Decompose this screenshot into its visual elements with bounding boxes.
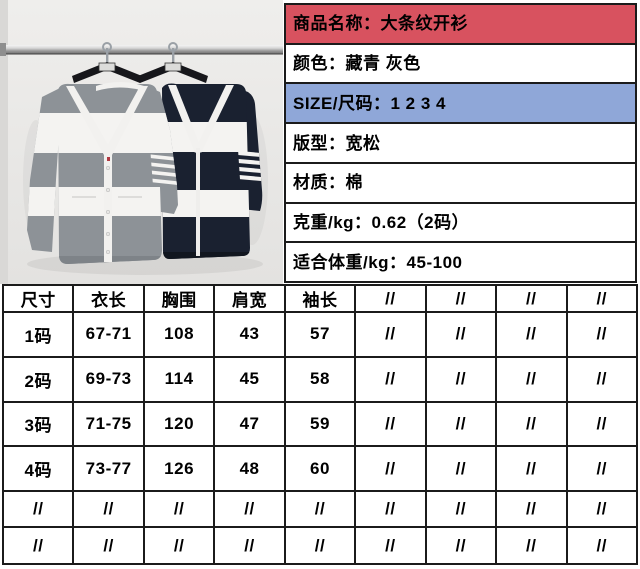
size-table-cell: 71-75: [72, 400, 145, 448]
size-table-header-row: 尺寸 衣长 胸围 肩宽 袖长////////: [1, 284, 638, 313]
size-table-cell: //: [495, 355, 568, 403]
size-table-cell: //: [495, 526, 568, 565]
size-table-header-cell: //: [495, 284, 568, 313]
size-table-cell: 45: [213, 355, 286, 403]
info-row-fit: 版型：宽松: [284, 122, 637, 164]
size-table-cell: //: [424, 526, 498, 565]
size-table-row: //////////////////: [1, 489, 638, 529]
size-table-cell: //: [424, 445, 498, 492]
navy-cardigan: [162, 83, 263, 259]
info-text-size: SIZE/尺码：1 2 3 4: [293, 93, 446, 113]
info-row-material: 材质：棉: [284, 161, 637, 204]
size-table-header-cell: 肩宽: [213, 284, 286, 313]
size-table-cell: //: [565, 311, 638, 358]
info-row-size: SIZE/尺码：1 2 3 4: [284, 82, 637, 125]
right-hanger: [138, 42, 208, 83]
size-table-cell: //: [72, 526, 145, 565]
size-table-cell: 73-77: [72, 445, 145, 492]
size-table-header-cell: 尺寸: [1, 284, 75, 313]
size-table-cell: 1码: [1, 311, 75, 358]
red-thread-detail: [107, 157, 110, 161]
size-table-cell: //: [142, 526, 216, 565]
size-table-cell: //: [354, 400, 427, 448]
size-table-cell: //: [283, 526, 357, 565]
size-table-header-cell: 袖长: [283, 284, 357, 313]
size-table-cell: 59: [283, 400, 357, 448]
size-table-cell: 57: [283, 311, 357, 358]
size-table-cell: 4码: [1, 445, 75, 492]
size-table-cell: 126: [142, 445, 216, 492]
size-table-cell: //: [565, 400, 638, 448]
size-table-cell: 108: [142, 311, 216, 358]
size-table-cell: //: [213, 489, 286, 529]
size-table-cell: 43: [213, 311, 286, 358]
size-table-cell: //: [142, 489, 216, 529]
size-table-cell: 67-71: [72, 311, 145, 358]
size-table-row: 2码 69-73 114 45 58////////: [1, 355, 638, 403]
info-row-color: 颜色：藏青 灰色: [284, 42, 637, 85]
left-hanger: [72, 42, 142, 83]
clothes-rail: [0, 43, 283, 56]
size-table-cell: 120: [142, 400, 216, 448]
size-table-cell: //: [565, 489, 638, 529]
size-table-header-cell: //: [424, 284, 498, 313]
size-table-row: 3码 71-75 120 47 59////////: [1, 400, 638, 448]
size-table-cell: //: [495, 400, 568, 448]
size-table-cell: //: [424, 311, 498, 358]
info-text-color: 颜色：藏青 灰色: [293, 54, 421, 74]
size-table: 尺寸 衣长 胸围 肩宽 袖长//////// 1码 67-71 108 43 57///////…: [1, 284, 638, 565]
product-photo: [0, 0, 283, 284]
info-row-suitable-weight: 适合体重/kg：45-100: [284, 241, 637, 284]
size-table-cell: //: [424, 355, 498, 403]
size-table-cell: //: [424, 400, 498, 448]
size-table-cell: //: [495, 311, 568, 358]
info-row-product-name: 商品名称：大条纹开衫: [284, 3, 637, 45]
size-table-header-cell: 胸围: [142, 284, 216, 313]
gray-cardigan: [27, 82, 178, 264]
size-table-cell: //: [1, 526, 75, 565]
info-text-fit: 版型：宽松: [293, 133, 381, 153]
info-text-material: 材质：棉: [293, 173, 363, 193]
size-table-cell: //: [283, 489, 357, 529]
size-table-header-cell: //: [354, 284, 427, 313]
size-table-row: //////////////////: [1, 526, 638, 565]
size-table-cell: //: [354, 526, 427, 565]
size-table-cell: 3码: [1, 400, 75, 448]
size-table-cell: 2码: [1, 355, 75, 403]
size-table-cell: 69-73: [72, 355, 145, 403]
size-table-cell: //: [354, 445, 427, 492]
size-table-cell: //: [213, 526, 286, 565]
info-text-product-name: 商品名称：大条纹开衫: [293, 14, 468, 34]
size-table-cell: //: [495, 489, 568, 529]
size-table-cell: //: [424, 489, 498, 529]
size-table-cell: 48: [213, 445, 286, 492]
size-table-cell: //: [565, 526, 638, 565]
size-table-cell: 114: [142, 355, 216, 403]
size-table-cell: 47: [213, 400, 286, 448]
size-table-cell: //: [354, 489, 427, 529]
size-table-cell: //: [565, 445, 638, 492]
size-table-cell: 60: [283, 445, 357, 492]
size-table-body: 1码 67-71 108 43 57////////2码 69-73 114 45 58////…: [1, 311, 638, 565]
info-panel: 商品名称：大条纹开衫 颜色：藏青 灰色 SIZE/尺码：1 2 3 4 版型：宽松材质…: [284, 3, 637, 284]
size-table-cell: //: [1, 489, 75, 529]
size-table-cell: //: [495, 445, 568, 492]
cardigans-photo-illustration: [0, 0, 283, 284]
size-table-cell: //: [72, 489, 145, 529]
size-table-cell: //: [565, 355, 638, 403]
size-table-header-cell: //: [565, 284, 638, 313]
size-table-header-cell: 衣长: [72, 284, 145, 313]
info-row-weight: 克重/kg：0.62（2码）: [284, 201, 637, 244]
size-table-cell: //: [354, 311, 427, 358]
size-table-row: 4码 73-77 126 48 60////////: [1, 445, 638, 492]
info-text-weight: 克重/kg：0.62（2码）: [293, 212, 470, 232]
size-table-cell: //: [354, 355, 427, 403]
size-table-row: 1码 67-71 108 43 57////////: [1, 311, 638, 358]
info-text-suitable-weight: 适合体重/kg：45-100: [293, 252, 463, 272]
size-table-cell: 58: [283, 355, 357, 403]
